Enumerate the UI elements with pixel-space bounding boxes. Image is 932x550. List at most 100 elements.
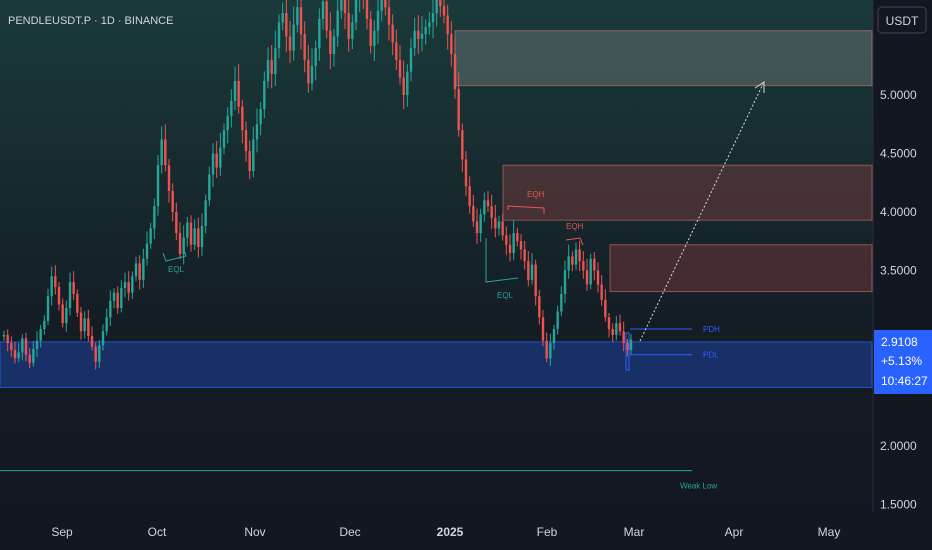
candle-body — [479, 214, 482, 234]
candle — [233, 66, 237, 111]
candle-body — [354, 0, 358, 23]
candle — [171, 183, 174, 222]
candle-body — [156, 165, 160, 207]
price-axis-background — [873, 0, 932, 512]
y-tick-label: 4.0000 — [880, 205, 917, 219]
candle-body — [461, 130, 464, 160]
candle — [450, 21, 453, 67]
candle — [98, 340, 101, 369]
candle-body — [24, 338, 28, 355]
candle — [186, 217, 189, 247]
candle-body — [373, 30, 376, 46]
candle — [248, 140, 251, 180]
eql-bracket-2 — [485, 238, 519, 283]
candle — [72, 271, 75, 301]
y-tick-label: 5.0000 — [880, 88, 917, 102]
candle-body — [2, 334, 6, 337]
candle-body — [46, 296, 50, 321]
candle — [505, 226, 508, 256]
candle-body — [534, 264, 537, 297]
projection-arrow — [639, 83, 764, 342]
candle — [501, 214, 504, 241]
candle-body — [505, 235, 508, 245]
candle — [472, 194, 475, 227]
candle — [354, 0, 358, 31]
candle-body — [164, 139, 167, 166]
candle-body — [424, 27, 427, 35]
candle-body — [94, 346, 97, 362]
candle — [376, 0, 380, 44]
candle — [406, 64, 409, 107]
eqh-bracket-2 — [565, 237, 584, 246]
candle — [142, 248, 145, 288]
candle — [424, 19, 427, 45]
currency-badge[interactable]: USDT — [886, 14, 919, 28]
candle — [65, 300, 68, 332]
candle — [149, 222, 152, 249]
candle-body — [519, 241, 523, 250]
zone-2 — [502, 164, 873, 221]
candle — [101, 324, 105, 351]
candle — [615, 316, 618, 341]
candle — [611, 323, 614, 342]
eql-label-1: EQL — [168, 265, 185, 274]
candle-body — [468, 186, 471, 207]
candle — [241, 99, 244, 144]
candle — [402, 60, 405, 110]
candle-body — [277, 22, 281, 49]
candle-body — [549, 343, 552, 359]
last-price: 2.9108 — [881, 335, 918, 349]
candle — [189, 215, 193, 252]
candle-body — [321, 1, 325, 19]
candle-body — [134, 263, 138, 277]
candle-body — [563, 270, 567, 294]
candle-body — [32, 348, 35, 363]
candle-body — [589, 258, 592, 285]
candle-body — [123, 282, 127, 289]
candle — [398, 45, 402, 85]
candle — [380, 0, 383, 22]
candle — [479, 208, 482, 242]
candle — [578, 240, 581, 272]
candle-body — [464, 159, 468, 187]
candle — [10, 336, 13, 357]
candle — [556, 305, 559, 335]
candle-body — [266, 59, 270, 81]
candle — [200, 213, 204, 256]
candle — [123, 272, 127, 298]
candle — [347, 0, 350, 52]
candle-body — [43, 320, 46, 329]
candle-body — [87, 318, 90, 337]
level-label-2: PDL — [703, 351, 719, 360]
candle — [76, 289, 79, 318]
x-tick-label: Sep — [51, 525, 73, 539]
candle — [373, 20, 376, 62]
candle-body — [365, 0, 369, 19]
y-tick-label: 1.5000 — [880, 498, 917, 512]
candle — [109, 290, 112, 327]
candle — [395, 29, 398, 70]
candle-body — [54, 276, 57, 287]
candle-body — [409, 48, 413, 72]
candle-body — [145, 243, 149, 259]
candle-body — [120, 288, 123, 308]
candle-body — [387, 7, 391, 25]
candle — [222, 123, 226, 155]
candle — [215, 140, 218, 178]
zone-4 — [0, 341, 873, 388]
candle — [541, 310, 545, 347]
candle-body — [431, 13, 435, 23]
candle-body — [193, 228, 196, 245]
candle — [464, 151, 468, 197]
x-tick-label: May — [818, 525, 841, 539]
eqh-label-1: EQH — [527, 190, 545, 199]
currency-badge-box[interactable] — [877, 6, 927, 34]
candle-body — [453, 54, 457, 90]
candle — [626, 338, 629, 357]
candle — [369, 11, 372, 54]
candle — [39, 324, 42, 348]
candle-body — [215, 153, 218, 168]
candle-body — [167, 165, 171, 191]
